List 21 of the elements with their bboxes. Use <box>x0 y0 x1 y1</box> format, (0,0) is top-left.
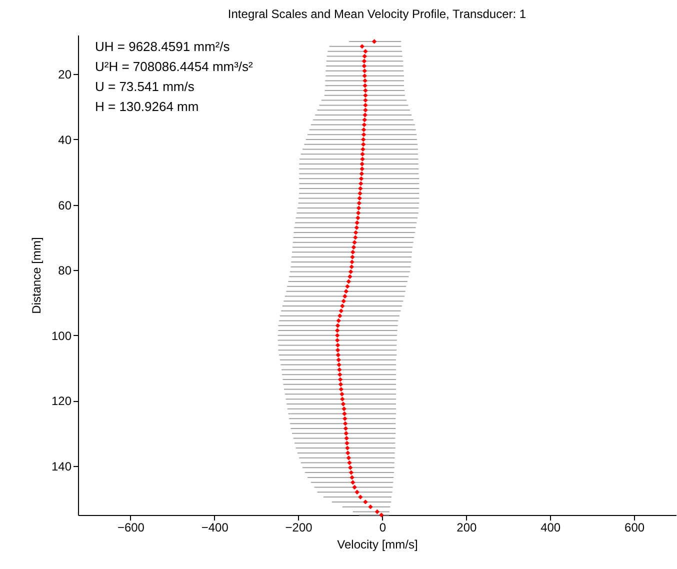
x-tick-label: 400 <box>540 520 561 534</box>
x-tick-label: 600 <box>624 520 645 534</box>
x-axis-title: Velocity [mm/s] <box>337 538 418 552</box>
y-axis-title: Distance [mm] <box>29 237 44 314</box>
x-tick-label: −200 <box>285 520 313 534</box>
y-tick-label: 120 <box>51 394 72 408</box>
x-tick-label: −600 <box>117 520 145 534</box>
annotation: H = 130.9264 mm <box>95 99 199 114</box>
y-tick-label: 80 <box>58 264 72 278</box>
x-tick-label: 0 <box>379 520 386 534</box>
annotation: U = 73.541 mm/s <box>95 79 195 94</box>
x-tick-label: 200 <box>456 520 478 534</box>
x-tick-label: −400 <box>201 520 229 534</box>
annotation: U²H = 708086.4454 mm³/s² <box>95 59 254 74</box>
y-tick-label: 40 <box>58 132 72 147</box>
annotation: UH = 9628.4591 mm²/s <box>95 39 230 54</box>
y-tick-label: 60 <box>58 198 72 212</box>
chart-title: Integral Scales and Mean Velocity Profile, Transducer: 1 <box>228 7 526 21</box>
y-tick-label: 20 <box>58 68 72 82</box>
y-tick-label: 100 <box>51 328 72 343</box>
y-tick-label: 140 <box>51 460 72 474</box>
